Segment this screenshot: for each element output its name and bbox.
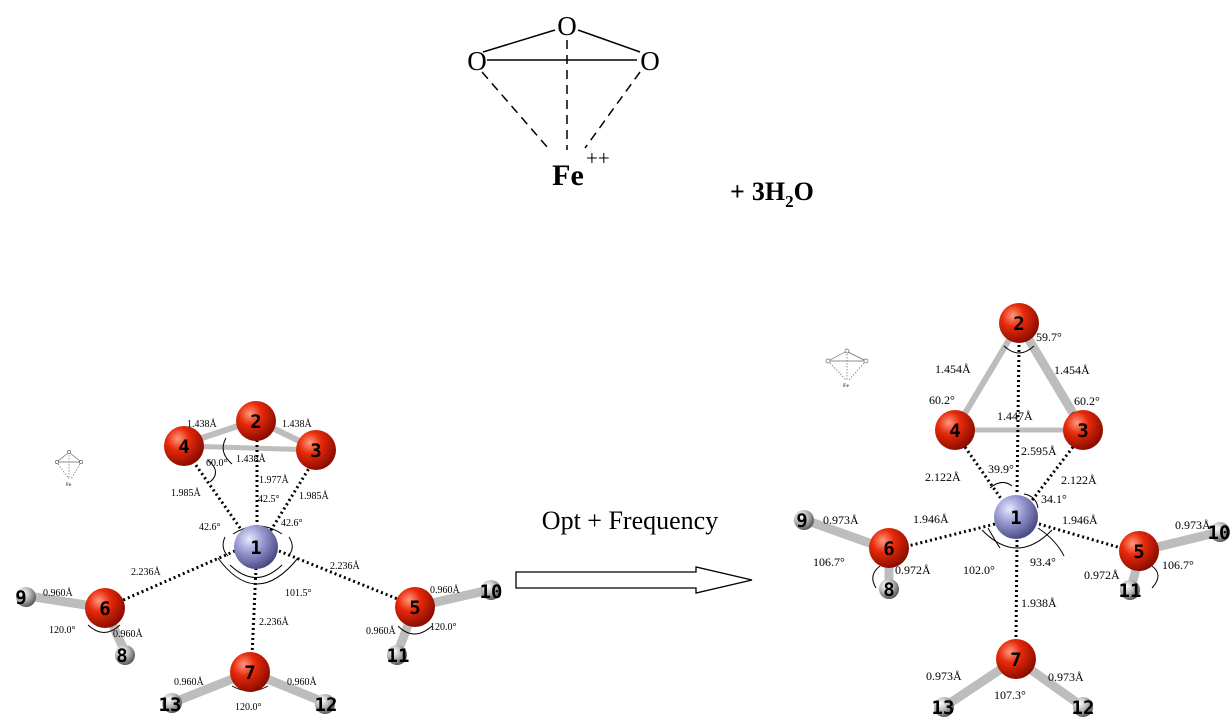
fe-o-dashed-bond — [585, 72, 640, 148]
atom-number: 5 — [1133, 541, 1144, 563]
atom-number: 4 — [949, 420, 960, 442]
measurement-label: 120.0° — [235, 702, 262, 713]
atom-number: 8 — [116, 645, 127, 667]
atom-number: 5 — [409, 597, 420, 619]
svg-text:Fe: Fe — [66, 483, 72, 488]
atom-number: 8 — [883, 579, 894, 601]
atom-number: 13 — [159, 694, 182, 716]
thumbnail-scheme-left: Fe — [55, 450, 82, 488]
reaction-arrow — [516, 567, 752, 593]
measurement-label: 1.438Å — [187, 418, 218, 430]
measurement-label: 106.7° — [1162, 558, 1194, 572]
measurement-label: 2.236Å — [259, 616, 290, 628]
measurement-label: 102.0° — [963, 563, 995, 577]
measurement-label: 1.454Å — [1054, 363, 1090, 377]
measurement-label: 42.6° — [281, 518, 303, 529]
right-coordination — [908, 345, 1121, 640]
atom-number: 2 — [1013, 313, 1024, 335]
fe-o-dashed-bond — [482, 72, 548, 148]
measurement-label: 0.960Å — [366, 625, 397, 637]
measurement-label: 2.595Å — [1021, 444, 1057, 458]
measurement-label: 1.454Å — [935, 362, 971, 376]
measurement-label: 0.973Å — [926, 669, 962, 683]
measurement-label: 2.122Å — [1061, 473, 1097, 487]
atom-number: 2 — [250, 411, 261, 433]
measurement-label: 1.946Å — [1062, 513, 1098, 527]
iron-symbol: Fe — [552, 159, 584, 192]
left-structure: 1 2 3 4 5 6 7 8 9 10 11 12 13 1.438Å 1.4… — [15, 401, 502, 716]
oxygen-symbol-right: O — [640, 46, 660, 76]
right-atom-numbers: 1 2 3 4 5 6 7 8 9 10 11 12 13 — [796, 313, 1230, 719]
measurement-label: 0.973Å — [1175, 518, 1211, 532]
measurement-label: 1.985Å — [299, 490, 330, 502]
measurement-label: 1.977Å — [259, 474, 290, 486]
measurement-label: 39.9° — [988, 462, 1014, 476]
measurement-label: 0.972Å — [1084, 568, 1120, 582]
atom-number: 10 — [1208, 522, 1230, 544]
atom-number: 3 — [1077, 420, 1088, 442]
svg-text:Fe: Fe — [843, 383, 849, 389]
arrow-label: Opt + Frequency — [542, 506, 718, 535]
atom-number: 12 — [1072, 697, 1095, 719]
atom-number: 6 — [99, 598, 110, 620]
atom-number: 13 — [932, 697, 955, 719]
iron-charge: ++ — [586, 146, 610, 170]
thumbnail-scheme-right: Fe — [826, 349, 868, 389]
measurement-label: 34.1° — [1041, 492, 1067, 506]
atom-number: 1 — [1010, 507, 1021, 529]
measurement-label: 0.960Å — [43, 587, 74, 599]
reactant-scheme: O O O Fe ++ +3H2O — [467, 11, 814, 211]
measurement-label: 0.960Å — [287, 676, 318, 688]
measurement-label: 60.0° — [206, 458, 228, 469]
atom-number: 11 — [1119, 580, 1142, 602]
measurement-label: 101.5° — [285, 588, 312, 599]
measurement-label: 120.0° — [49, 625, 76, 636]
measurement-label: 93.4° — [1030, 555, 1056, 569]
measurement-label: 0.973Å — [1048, 670, 1084, 684]
atom-number: 6 — [883, 538, 894, 560]
measurement-label: 1.438Å — [236, 453, 267, 465]
right-structure: 1 2 3 4 5 6 7 8 9 10 11 12 13 1.454Å 1.4… — [794, 303, 1230, 719]
atom-number: 11 — [387, 645, 410, 667]
o-o-bond — [483, 30, 555, 52]
measurement-label: 0.960Å — [113, 628, 144, 640]
measurement-label: 2.236Å — [131, 566, 162, 578]
measurement-label: 1.985Å — [171, 487, 202, 499]
measurement-label: 1.946Å — [913, 512, 949, 526]
atom-number: 9 — [796, 510, 807, 532]
measurement-label: 60.2° — [1074, 394, 1100, 408]
measurement-label: 59.7° — [1036, 330, 1062, 344]
measurement-label: 0.960Å — [430, 584, 461, 596]
measurement-label: 1.938Å — [1021, 596, 1057, 610]
measurement-label: 2.122Å — [925, 470, 961, 484]
measurement-label: 42.5° — [258, 494, 280, 505]
atom-number: 7 — [244, 662, 255, 684]
measurement-label: 2.236Å — [330, 560, 361, 572]
oxygen-symbol-left: O — [467, 46, 487, 76]
measurement-label: 106.7° — [813, 555, 845, 569]
measurement-label: 0.973Å — [823, 513, 859, 527]
atom-number: 10 — [480, 581, 503, 603]
atom-number: 12 — [315, 694, 338, 716]
atom-number: 9 — [15, 587, 26, 609]
atom-number: 3 — [310, 440, 321, 462]
water-term: +3H2O — [730, 177, 814, 211]
atom-number: 1 — [250, 537, 261, 559]
oxygen-symbol-top: O — [557, 11, 577, 41]
measurement-label: 120.0° — [430, 622, 457, 633]
measurement-label: 0.972Å — [895, 563, 931, 577]
measurement-label: 0.960Å — [174, 676, 205, 688]
atom-number: 4 — [178, 436, 189, 458]
measurement-label: 1.438Å — [282, 418, 313, 430]
measurement-label: 107.3° — [994, 688, 1026, 702]
measurement-label: 42.6° — [199, 522, 221, 533]
measurement-label: 1.447Å — [997, 409, 1033, 423]
atom-number: 7 — [1010, 649, 1021, 671]
measurement-label: 60.2° — [929, 393, 955, 407]
o-o-bond — [578, 30, 640, 52]
